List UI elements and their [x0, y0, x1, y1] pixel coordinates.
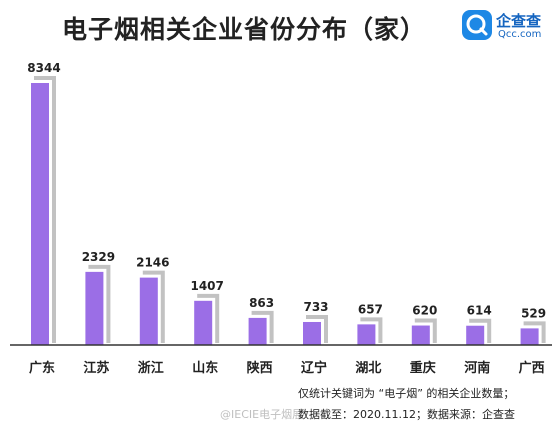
- value-label-2: 2146: [136, 256, 169, 270]
- bar-7: [411, 325, 430, 345]
- chart-title: 电子烟相关企业省份分布（家）: [62, 15, 427, 44]
- value-labels: 8344 2329 2146 1407 863 733 657 620 614 529: [27, 61, 546, 320]
- category-label-9: 广西: [519, 360, 545, 376]
- bar-shadow-0: [34, 76, 56, 343]
- bar-shadow-8: [469, 318, 492, 343]
- category-label-7: 重庆: [410, 360, 436, 376]
- value-label-7: 620: [412, 304, 437, 318]
- value-label-0: 8344: [27, 61, 60, 75]
- bar-9: [520, 328, 539, 345]
- bar-6: [357, 324, 376, 345]
- category-label-5: 辽宁: [301, 360, 327, 376]
- bar-0: [31, 83, 49, 345]
- value-label-5: 733: [303, 300, 328, 314]
- value-label-8: 614: [467, 304, 492, 318]
- category-label-6: 湖北: [355, 361, 381, 376]
- watermark: @IECIE电子烟展: [220, 408, 304, 421]
- category-label-3: 山东: [192, 360, 218, 376]
- value-label-3: 1407: [190, 279, 223, 293]
- logo-name: 企查查: [496, 12, 542, 30]
- value-label-9: 529: [521, 306, 546, 320]
- bar-shadows: [34, 76, 546, 343]
- value-label-1: 2329: [82, 250, 115, 264]
- category-label-8: 河南: [464, 360, 490, 376]
- bar-8: [466, 325, 485, 345]
- bar-1: [85, 271, 104, 345]
- bar-3: [194, 300, 213, 345]
- bar-5: [303, 321, 321, 345]
- logo-url: Qcc.com: [498, 29, 542, 40]
- bar-2: [139, 277, 158, 345]
- bar-shadow-1: [88, 264, 111, 343]
- bar-shadow-7: [414, 318, 437, 343]
- bar-shadow-9: [523, 321, 546, 343]
- qcc-logo-icon: [462, 10, 492, 40]
- bars: [31, 83, 539, 345]
- footnote-scope: 仅统计关键词为 “电子烟” 的相关企业数量；: [298, 387, 515, 400]
- category-labels: 广东 江苏 浙江 山东 陕西 辽宁 湖北 重庆 河南 广西: [29, 360, 545, 376]
- category-label-0: 广东: [29, 360, 55, 376]
- value-label-4: 863: [249, 296, 274, 310]
- bar-4: [248, 317, 267, 345]
- value-label-6: 657: [358, 302, 383, 316]
- category-label-1: 江苏: [83, 360, 109, 376]
- category-label-4: 陕西: [247, 360, 273, 376]
- footnote-source: 数据截至：2020.11.12；数据来源：企查查: [298, 408, 515, 421]
- bar-shadow-2: [142, 270, 165, 343]
- category-label-2: 浙江: [138, 360, 164, 376]
- qcc-logo: 企查查 Qcc.com: [462, 8, 554, 44]
- bar-shadow-3: [197, 293, 220, 343]
- bar-shadow-4: [251, 310, 274, 343]
- bar-shadow-6: [360, 317, 383, 343]
- bar-shadow-5: [306, 314, 328, 343]
